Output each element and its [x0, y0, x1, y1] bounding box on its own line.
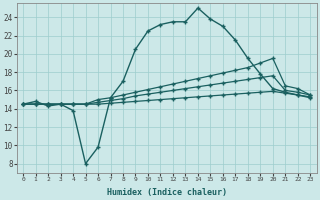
X-axis label: Humidex (Indice chaleur): Humidex (Indice chaleur): [107, 188, 227, 197]
